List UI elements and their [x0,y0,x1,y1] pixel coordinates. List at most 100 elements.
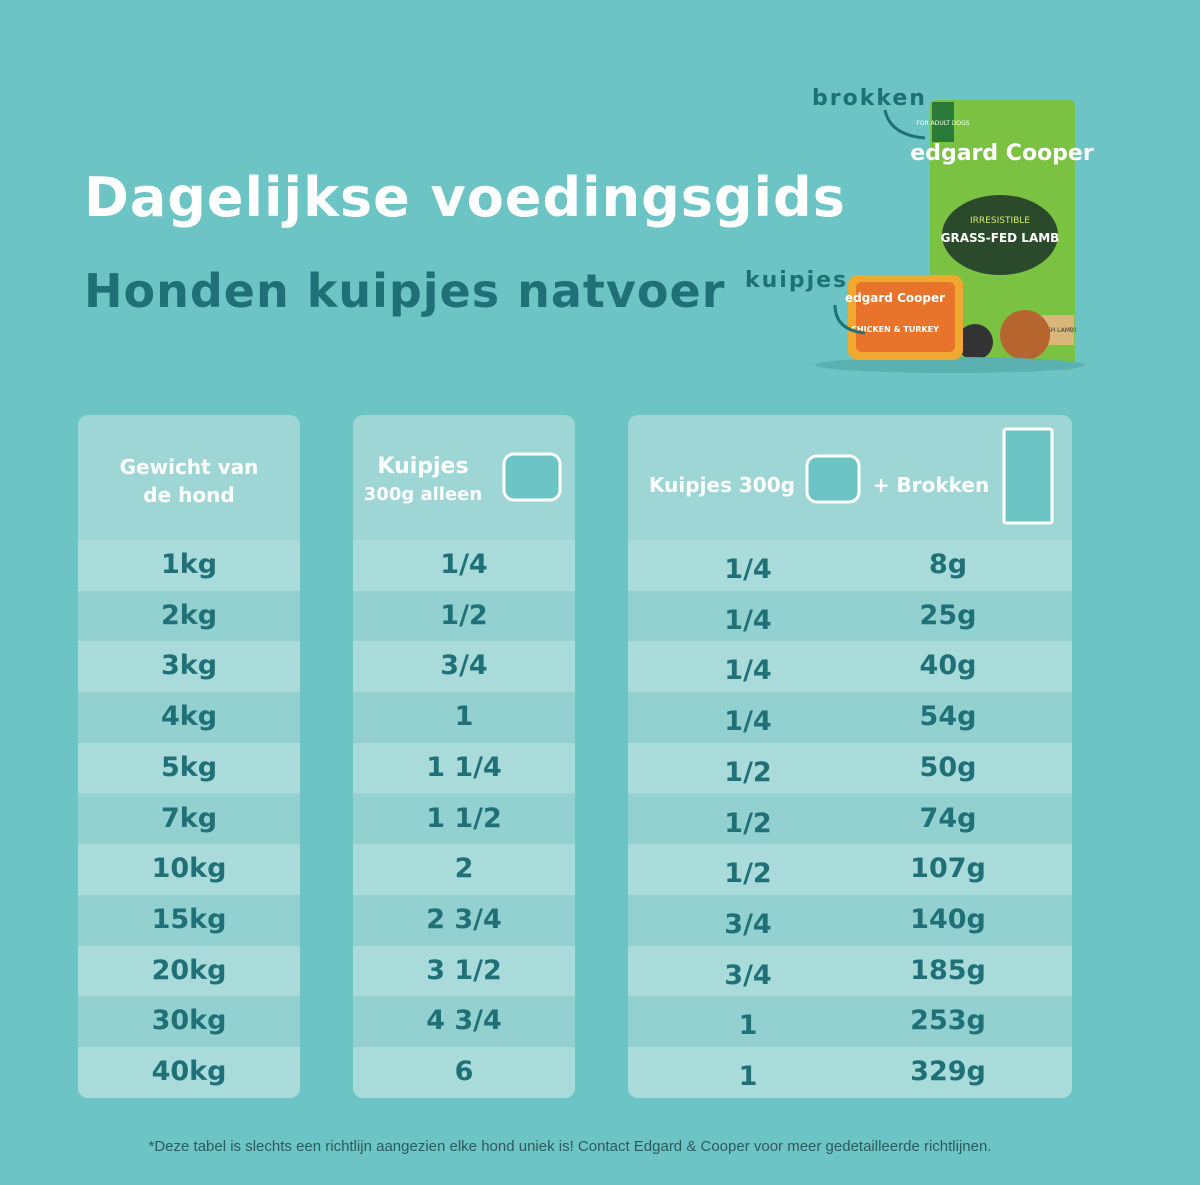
bag-badge: FRESH LAMB! [1036,327,1077,334]
table-row: 1/2 74g [628,793,1072,845]
footnote: *Deze tabel is slechts een richtlijn aan… [148,1138,992,1155]
table-row: 1kg [78,540,300,591]
table-row: 3kg [78,641,300,693]
cell: 1/4 [724,554,772,585]
header: Kuipjes 300g + Brokken [628,415,1072,540]
header: Kuipjes 300g alleen [353,415,575,540]
header-line: 300g alleen [363,484,483,505]
bag-label: brokken [812,86,927,111]
header-line: de hond [143,483,235,507]
table-row: 3/4 140g [628,894,1072,946]
cell: 1 [738,1010,758,1042]
table-row: 2 [353,844,575,895]
cell: 5kg [160,751,218,783]
bag-kicker: IRRESISTIBLE [970,216,1030,226]
cell: 1/2 [724,807,772,839]
cell: 329g [910,1056,986,1087]
cell: 1/2 [724,756,772,788]
panel: Kuipjes 300g alleen 1/4 1/2 3/4 1 1 1/4 1 1/2… [353,415,575,1098]
cell: 1 [454,701,474,733]
product-image: FOR ADULT DOGS edgard Cooper IRRESISTIBL… [815,100,1094,373]
subtitle: Honden kuipjes natvoer [84,264,726,318]
cell: 107g [910,853,986,885]
cell: 40kg [151,1056,227,1087]
cell: 3 1/2 [426,954,502,986]
cell: 54g [919,701,977,733]
tub-name: CHICKEN & TURKEY [851,325,939,334]
cell: 1/4 [440,549,488,580]
table-row: 2 3/4 [353,894,575,946]
cell: 1 1/2 [426,802,502,834]
bag-tag-bg [932,102,954,142]
table-row: 1/2 [353,590,575,642]
cell: 8g [928,549,968,580]
tub-icon [805,454,861,504]
cell: 253g [910,1005,986,1037]
panel: Kuipjes 300g + Brokken 1/4 8g 1/4 25g 1/4 40g… [628,415,1072,1098]
panel: Gewicht van de hond 1kg 2kg 3kg 4kg 5kg 7kg 10… [78,415,300,1098]
cell: 2 [454,853,474,885]
cell: 20kg [151,954,227,986]
bag-name: GRASS-FED LAMB [941,231,1060,245]
table-row: 1/4 25g [628,590,1072,642]
cell: 2 3/4 [426,903,502,935]
cell: 3kg [160,650,218,682]
table-row: 1/4 40g [628,641,1072,693]
table-row: 20kg [78,945,300,997]
tub-label-text: kuipjes [745,268,849,293]
tub-icon [502,452,562,502]
cell: 4 3/4 [426,1005,502,1037]
table-row: 1/2 50g [628,742,1072,794]
cell: 40g [919,650,977,682]
cell: 1 [738,1061,758,1092]
cell: 140g [910,903,986,935]
cell: 10kg [151,853,227,885]
table-row: 15kg [78,894,300,946]
table-row: 10kg [78,844,300,895]
cell: 1/4 [724,655,772,687]
cell: 3/4 [724,908,772,940]
header-line: Kuipjes 300g [649,473,795,497]
table-row: 1/4 54g [628,692,1072,743]
table-row: 1/4 [353,540,575,591]
cell: 25g [919,599,977,631]
cell: 1/2 [440,599,488,631]
table-row: 1 [353,692,575,743]
header: Gewicht van de hond [78,415,300,540]
cell: 2kg [160,599,218,631]
title: Dagelijkse voedingsgids [84,166,846,229]
table-row: 40kg [78,1047,300,1098]
cell: 1/4 [724,706,772,738]
cell: 185g [910,954,986,986]
tub-label [856,282,955,352]
table-row: 2kg [78,590,300,642]
arrow [883,109,926,140]
cell: 1/4 [724,604,772,636]
cell: 30kg [151,1005,227,1037]
dog [1000,310,1050,360]
header-line: + Brokken [872,473,990,497]
table-row: 1 329g [628,1047,1072,1098]
table-row: 1 253g [628,996,1072,1047]
cell: 74g [919,802,977,834]
bag-icon [1002,427,1054,525]
table-row: 1 1/4 [353,742,575,794]
cell: 1/2 [724,858,772,890]
table-row: 3/4 [353,641,575,693]
cell: 1kg [160,549,218,580]
table-row: 4 3/4 [353,996,575,1047]
bag-tag: FOR ADULT DOGS [916,120,969,127]
header-line: Kuipjes [377,454,469,479]
cell: 4kg [160,701,218,733]
cell: 3/4 [724,959,772,991]
dog-2 [957,324,993,360]
cell: 6 [454,1056,474,1087]
arrow [833,304,866,335]
cell: 7kg [160,802,218,834]
cell: 50g [919,751,977,783]
shadow [815,357,1085,373]
table-row: 6 [353,1047,575,1098]
cell: 3/4 [440,650,488,682]
table-row: 1 1/2 [353,793,575,845]
bag-sheep [942,195,1058,275]
